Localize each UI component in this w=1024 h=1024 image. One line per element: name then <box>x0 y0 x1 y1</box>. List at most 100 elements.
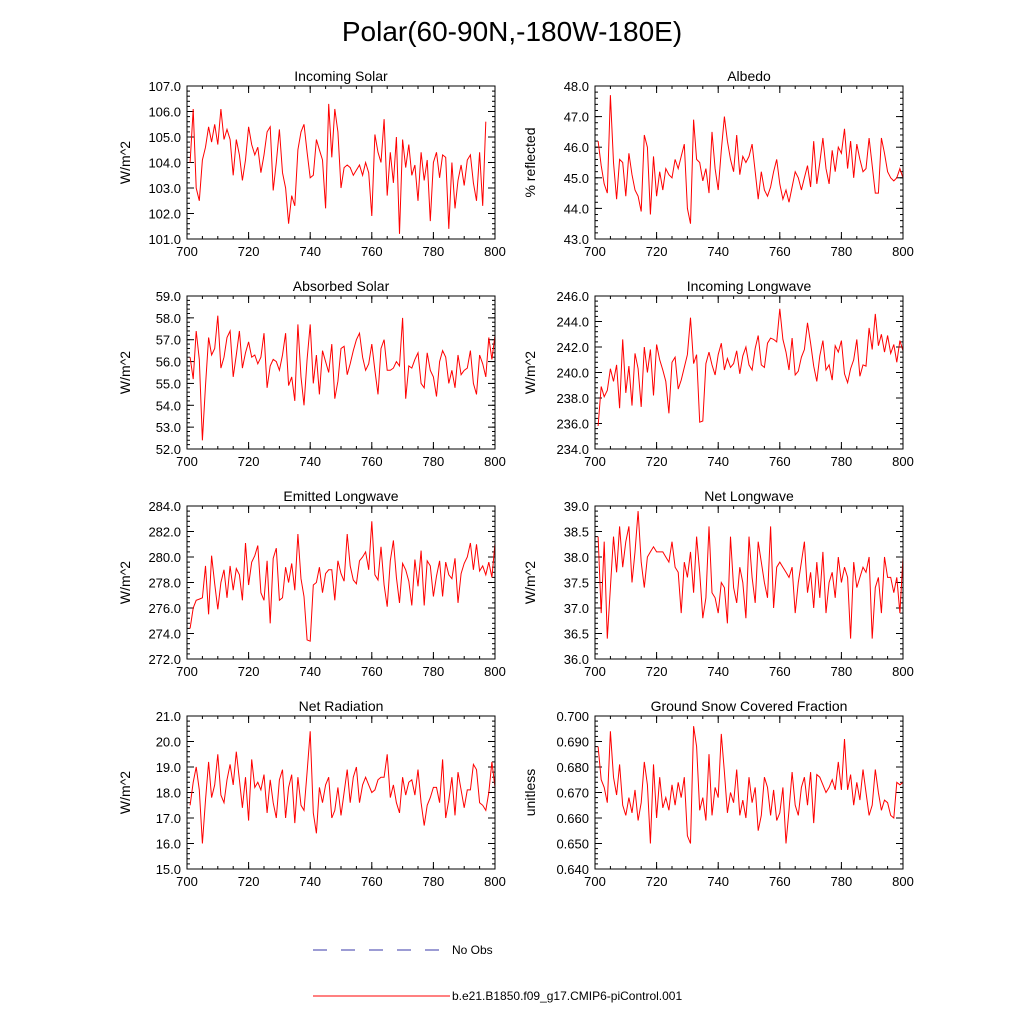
y-tick-label: 0.640 <box>556 862 589 877</box>
y-tick-label: 107.0 <box>148 79 181 94</box>
y-tick-label: 15.0 <box>156 862 181 877</box>
y-axis-label: W/m^2 <box>522 351 538 394</box>
panel-title: Albedo <box>727 68 771 84</box>
y-axis-label: W/m^2 <box>522 561 538 604</box>
x-tick-label: 700 <box>176 874 198 889</box>
x-tick-label: 760 <box>769 454 791 469</box>
series-line <box>189 731 496 844</box>
series-line <box>189 315 496 441</box>
series-line <box>597 308 904 427</box>
y-tick-label: 101.0 <box>148 232 181 247</box>
x-tick-label: 700 <box>584 454 606 469</box>
y-tick-label: 104.0 <box>148 156 181 171</box>
y-axis-label: % reflected <box>522 127 538 197</box>
x-tick-label: 760 <box>769 244 791 259</box>
x-tick-label: 800 <box>484 244 506 259</box>
y-tick-label: 18.0 <box>156 786 181 801</box>
x-tick-label: 700 <box>584 664 606 679</box>
y-tick-label: 52.0 <box>156 442 181 457</box>
plot-frame <box>594 505 904 660</box>
series-line <box>597 511 904 639</box>
panel-albedo: 700 720 740 760 780 800 43.0 44.0 45.0 46.0 47.0 48… <box>522 68 914 259</box>
y-axis-label: W/m^2 <box>117 561 133 604</box>
x-tick-label: 800 <box>484 874 506 889</box>
y-tick-label: 274.0 <box>148 627 181 642</box>
major-ticks <box>186 85 496 240</box>
y-tick-label: 38.0 <box>564 550 589 565</box>
panel-incoming-longwave: 700 720 740 760 780 800 234.0 236.0 238.0 240.0 24… <box>522 278 914 469</box>
panel-net-radiation: 700 720 740 760 780 800 15.0 16.0 17.0 18.0 19.0 20… <box>117 698 506 889</box>
x-tick-label: 700 <box>176 454 198 469</box>
x-tick-label: 720 <box>238 454 260 469</box>
x-tick-label: 740 <box>299 874 321 889</box>
y-tick-label: 36.0 <box>564 652 589 667</box>
x-tick-label: 780 <box>831 244 853 259</box>
y-axis-label: W/m^2 <box>117 141 133 184</box>
panel-title: Absorbed Solar <box>293 278 390 294</box>
x-tick-label: 760 <box>361 244 383 259</box>
panel-absorbed-solar: 700 720 740 760 780 800 52.0 53.0 54.0 55.0 56.0 57… <box>117 278 506 469</box>
x-tick-label: 720 <box>238 874 260 889</box>
figure-title: Polar(60-90N,-180W-180E) <box>342 16 682 47</box>
y-tick-label: 44.0 <box>564 201 589 216</box>
y-axis-label: W/m^2 <box>117 771 133 814</box>
y-tick-label: 105.0 <box>148 130 181 145</box>
y-tick-label: 37.0 <box>564 601 589 616</box>
major-ticks <box>594 295 904 450</box>
legend-model-label: b.e21.B1850.f09_g17.CMIP6-piControl.001 <box>452 989 682 1003</box>
y-tick-label: 242.0 <box>556 340 589 355</box>
y-tick-label: 236.0 <box>556 417 589 432</box>
plot-frame <box>186 85 496 240</box>
major-ticks <box>594 505 904 660</box>
x-tick-label: 700 <box>584 874 606 889</box>
x-tick-label: 780 <box>831 664 853 679</box>
minor-ticks <box>594 505 904 660</box>
x-tick-label: 740 <box>299 244 321 259</box>
panel-net-longwave: 700 720 740 760 780 800 36.0 36.5 37.0 37.5 38.0 38… <box>522 488 914 679</box>
y-tick-label: 39.0 <box>564 499 589 514</box>
y-tick-label: 36.5 <box>564 627 589 642</box>
x-tick-label: 800 <box>892 454 914 469</box>
x-tick-label: 740 <box>707 244 729 259</box>
y-tick-label: 46.0 <box>564 140 589 155</box>
y-tick-label: 0.650 <box>556 837 589 852</box>
y-tick-label: 240.0 <box>556 366 589 381</box>
x-tick-label: 700 <box>176 244 198 259</box>
y-tick-label: 280.0 <box>148 550 181 565</box>
major-ticks <box>186 715 496 870</box>
y-tick-label: 45.0 <box>564 171 589 186</box>
y-tick-label: 103.0 <box>148 181 181 196</box>
panel-title: Net Radiation <box>299 698 384 714</box>
y-tick-label: 244.0 <box>556 315 589 330</box>
plot-frame <box>186 505 496 660</box>
minor-ticks <box>186 715 496 870</box>
x-tick-label: 780 <box>423 874 445 889</box>
major-ticks <box>186 505 496 660</box>
y-axis-label: W/m^2 <box>117 351 133 394</box>
y-tick-label: 246.0 <box>556 289 589 304</box>
x-tick-label: 800 <box>892 244 914 259</box>
panel-title: Net Longwave <box>704 488 794 504</box>
y-tick-label: 278.0 <box>148 576 181 591</box>
panel-incoming-solar: 700 720 740 760 780 800 101.0 102.0 103.0 104.0 10… <box>117 68 506 259</box>
y-tick-label: 21.0 <box>156 709 181 724</box>
x-tick-label: 760 <box>769 874 791 889</box>
x-tick-label: 740 <box>299 454 321 469</box>
x-tick-label: 780 <box>423 244 445 259</box>
y-tick-label: 102.0 <box>148 207 181 222</box>
series-line <box>189 521 496 642</box>
x-tick-label: 700 <box>584 244 606 259</box>
y-tick-label: 0.660 <box>556 811 589 826</box>
panel-title: Emitted Longwave <box>283 488 398 504</box>
y-tick-label: 48.0 <box>564 79 589 94</box>
y-tick-label: 38.5 <box>564 525 589 540</box>
minor-ticks <box>594 85 904 240</box>
panels: 700 720 740 760 780 800 101.0 102.0 103.0 104.0 10… <box>117 68 914 889</box>
y-tick-label: 56.0 <box>156 355 181 370</box>
y-tick-label: 17.0 <box>156 811 181 826</box>
y-tick-label: 0.700 <box>556 709 589 724</box>
x-tick-label: 720 <box>646 874 668 889</box>
plot-frame <box>186 715 496 870</box>
y-tick-label: 47.0 <box>564 110 589 125</box>
x-tick-label: 720 <box>646 664 668 679</box>
